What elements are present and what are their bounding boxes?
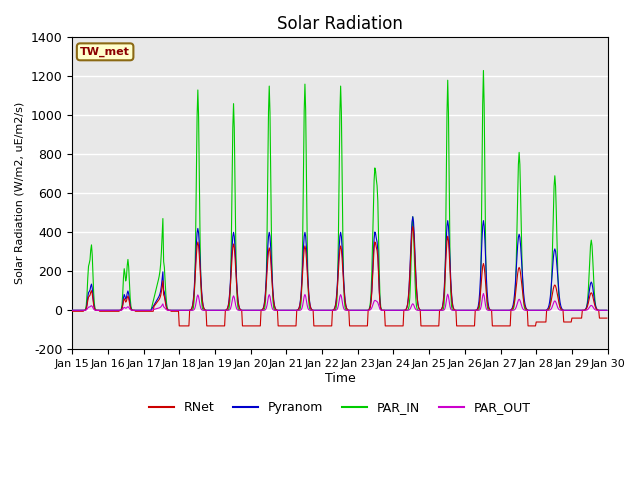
RNet xyxy=(133,309,141,314)
PAR_OUT xyxy=(603,307,611,313)
RNet xyxy=(175,323,183,329)
Pyranom xyxy=(216,307,223,313)
PAR_OUT xyxy=(404,307,412,313)
PAR_OUT xyxy=(78,307,86,313)
PAR_IN xyxy=(78,307,86,313)
PAR_IN xyxy=(479,68,487,73)
Pyranom xyxy=(409,214,417,219)
PAR_IN xyxy=(188,307,195,313)
RNet xyxy=(216,323,224,329)
RNet xyxy=(405,287,413,292)
PAR_OUT xyxy=(188,307,195,313)
Pyranom xyxy=(603,307,611,313)
PAR_OUT xyxy=(68,307,76,313)
PAR_IN xyxy=(133,307,141,313)
PAR_OUT xyxy=(420,307,428,313)
Title: Solar Radiation: Solar Radiation xyxy=(277,15,403,33)
PAR_IN xyxy=(404,306,412,312)
PAR_IN xyxy=(420,307,428,313)
Legend: RNet, Pyranom, PAR_IN, PAR_OUT: RNet, Pyranom, PAR_IN, PAR_OUT xyxy=(143,396,536,419)
Pyranom xyxy=(404,295,412,300)
PAR_OUT xyxy=(216,307,223,313)
RNet xyxy=(68,309,76,314)
Text: TW_met: TW_met xyxy=(80,47,130,57)
PAR_IN xyxy=(68,307,76,313)
RNet xyxy=(78,309,86,314)
Line: Pyranom: Pyranom xyxy=(72,216,607,310)
RNet xyxy=(409,224,417,229)
Pyranom xyxy=(68,307,76,313)
Line: PAR_OUT: PAR_OUT xyxy=(72,293,607,310)
RNet xyxy=(422,323,429,329)
PAR_OUT xyxy=(133,307,141,313)
Pyranom xyxy=(421,307,429,313)
Y-axis label: Solar Radiation (W/m2, uE/m2/s): Solar Radiation (W/m2, uE/m2/s) xyxy=(15,102,25,285)
PAR_IN xyxy=(603,307,611,313)
Line: PAR_IN: PAR_IN xyxy=(72,71,607,310)
RNet xyxy=(188,305,196,311)
Pyranom xyxy=(188,307,195,312)
RNet xyxy=(603,315,611,321)
Pyranom xyxy=(133,307,141,313)
Pyranom xyxy=(78,307,86,313)
PAR_OUT xyxy=(479,290,487,296)
PAR_IN xyxy=(216,307,223,313)
X-axis label: Time: Time xyxy=(324,372,355,385)
Line: RNet: RNet xyxy=(72,227,607,326)
